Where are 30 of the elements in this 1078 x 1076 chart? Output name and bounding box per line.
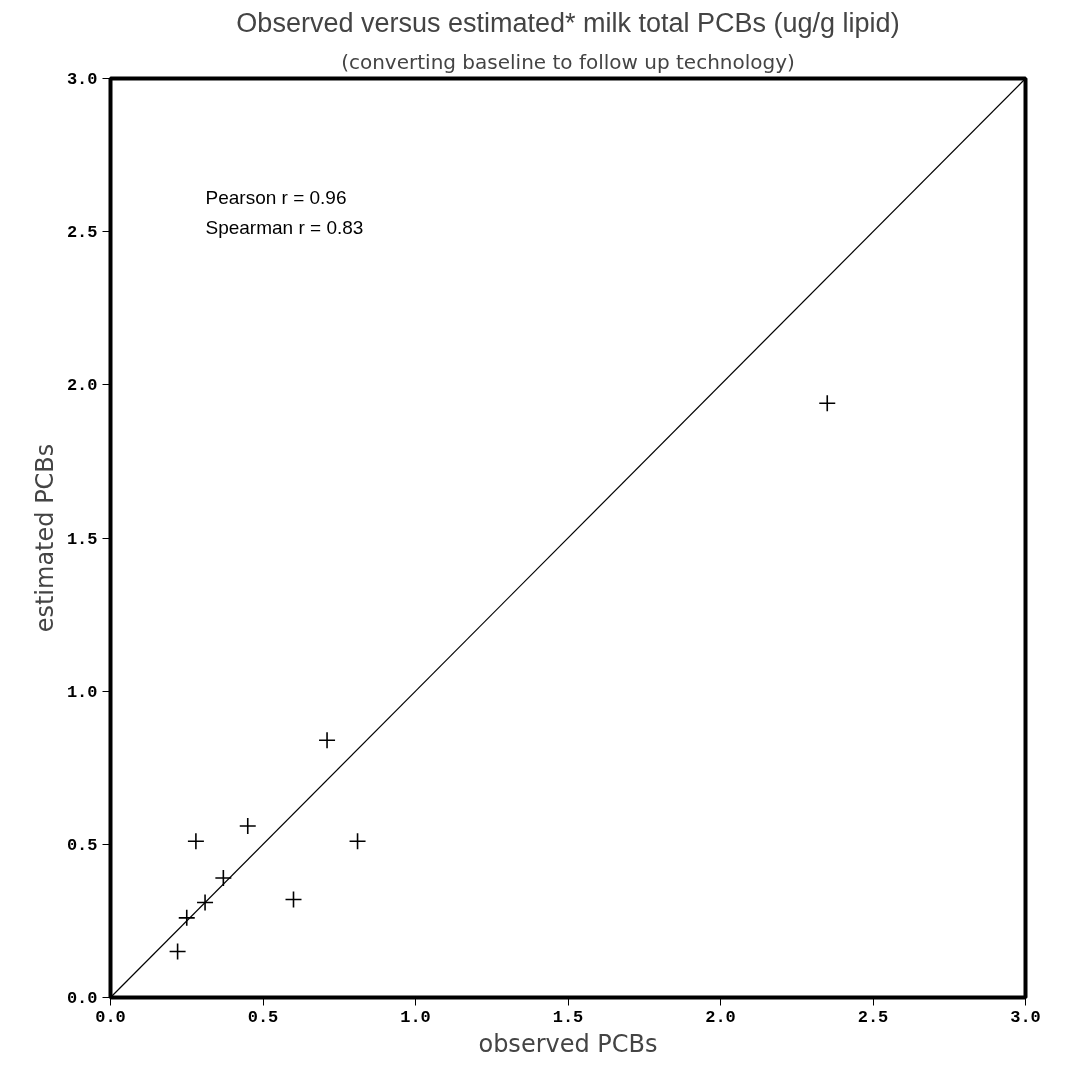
point: [238, 817, 257, 835]
point: [348, 832, 367, 851]
y-tick-label: 1.5: [66, 529, 98, 549]
y-tick-label: 2.5: [66, 223, 98, 243]
point: [177, 909, 196, 927]
x-tick-label: 0.5: [247, 1007, 279, 1027]
x-tick-label: 3.0: [1010, 1007, 1041, 1027]
y-axis-title: estimated PCBs: [30, 443, 59, 633]
point: [168, 942, 187, 961]
x-axis-title: observed PCBs: [478, 1029, 658, 1058]
y-tick-label: 1.0: [66, 682, 98, 702]
annotation: Pearson r = 0.96: [205, 186, 347, 208]
annotation: Spearman r = 0.83: [205, 216, 364, 238]
x-tick-label: 1.5: [552, 1007, 584, 1027]
y-tick-label: 0.0: [66, 989, 98, 1008]
y-tick-label: 3.0: [66, 70, 98, 89]
chart-subtitle: (converting baseline to follow up technology): [341, 49, 795, 74]
x-tick-label: 0.0: [95, 1007, 126, 1027]
chart-title: Observed versus estimated* milk total PCBs (ug/g lipid): [236, 7, 900, 38]
x-tick-label: 2.5: [857, 1007, 889, 1027]
point: [818, 394, 837, 413]
point: [284, 890, 303, 909]
point: [214, 869, 233, 887]
point: [196, 893, 214, 912]
x-tick-label: 1.0: [400, 1007, 431, 1027]
point: [318, 731, 336, 749]
point: [187, 832, 205, 851]
y-tick-label: 2.0: [66, 376, 98, 396]
y-tick-label: 0.5: [66, 835, 98, 855]
x-tick-label: 2.0: [705, 1007, 736, 1027]
